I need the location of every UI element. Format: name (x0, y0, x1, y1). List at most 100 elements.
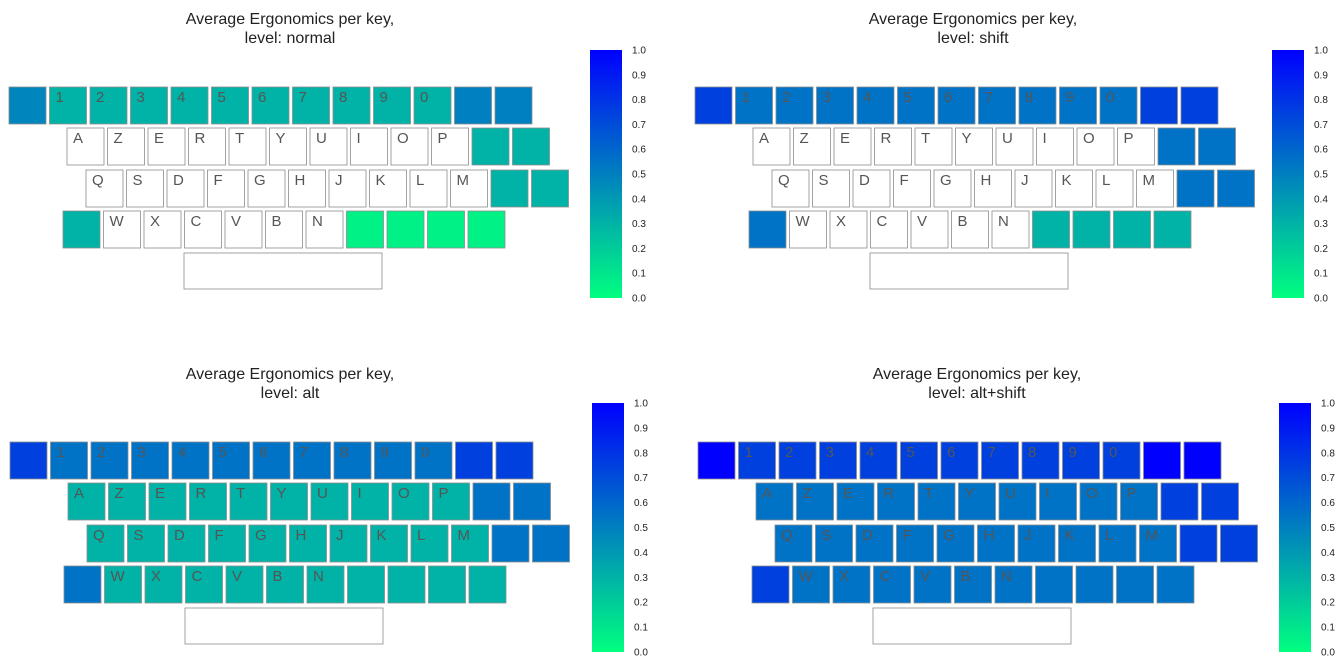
key-cell (126, 169, 164, 208)
key-label: J (1021, 172, 1029, 189)
key-cell (211, 86, 249, 125)
key-label: H (981, 172, 992, 189)
key-cell (995, 127, 1034, 166)
key-label: G (940, 172, 952, 189)
key-cell (130, 86, 168, 125)
key-cell (1220, 524, 1258, 563)
key-cell (1176, 169, 1215, 208)
key-cell (870, 210, 908, 249)
key-label: P (439, 485, 449, 502)
key-cell (1014, 169, 1053, 208)
key-cell (1113, 210, 1151, 249)
key-label: 6 (944, 89, 952, 106)
colorbar-tick-label: 0.1 (1321, 623, 1335, 634)
key-cell (974, 169, 1012, 208)
colorbar (592, 403, 624, 652)
key-label: Q (92, 172, 104, 189)
key-cell (472, 482, 511, 521)
key-label: Z (803, 485, 812, 502)
key-label: 2 (96, 89, 104, 106)
key-cell (468, 565, 507, 604)
colorbar-tick-label: 0.6 (1314, 145, 1328, 156)
key-label: 4 (866, 444, 874, 461)
key-cell (9, 441, 48, 480)
colorbar-tick-label: 0.5 (1321, 523, 1335, 534)
key-label: D (859, 172, 870, 189)
key-label: 5 (907, 444, 915, 461)
key-label: T (235, 130, 244, 147)
key-cell (252, 441, 291, 480)
key-label: 5 (219, 444, 227, 461)
panel-title-line1: Average Ergonomics per key, (186, 11, 394, 28)
key-label: L (417, 527, 425, 544)
key-cell (251, 86, 290, 125)
key-cell (432, 482, 470, 521)
key-label: S (819, 172, 829, 189)
key-cell (494, 86, 533, 125)
key-label: 7 (300, 444, 308, 461)
key-cell (8, 86, 47, 125)
key-cell (390, 127, 429, 166)
key-label: 9 (381, 444, 389, 461)
key-cell (228, 127, 267, 166)
key-label: 8 (1028, 444, 1036, 461)
key-label: Z (115, 485, 124, 502)
key-label: A (759, 130, 769, 147)
key-cell (428, 565, 466, 604)
key-cell (1021, 441, 1060, 480)
key-cell (1018, 86, 1057, 125)
colorbar-tick-label: 0.2 (634, 598, 648, 609)
key-cell (247, 169, 286, 208)
key-cell (266, 565, 304, 604)
colorbar-tick-label: 0.2 (632, 244, 646, 255)
heatmap-panel-1: Average Ergonomics per key, level: normal… (8, 11, 646, 305)
key-label: X (836, 213, 846, 230)
key-cell (1076, 127, 1115, 166)
key-cell (1099, 86, 1138, 125)
key-label: F (214, 172, 223, 189)
key-label: M (1143, 172, 1156, 189)
key-label: Q (93, 527, 105, 544)
key-cell (513, 482, 551, 521)
key-cell (792, 565, 830, 604)
key-cell (108, 482, 146, 521)
key-label: 0 (1109, 444, 1117, 461)
key-label: R (884, 485, 895, 502)
key-label: G (254, 172, 266, 189)
key-label: 7 (985, 89, 993, 106)
key-label: L (1102, 172, 1110, 189)
colorbar-tick-label: 0.7 (1321, 473, 1335, 484)
colorbar-tick-label: 0.6 (634, 498, 648, 509)
key-cell (697, 441, 736, 480)
colorbar (590, 50, 622, 298)
panel-title-line1: Average Ergonomics per key, (186, 366, 394, 383)
key-label: S (133, 172, 143, 189)
colorbar-tick-label: 0.8 (1314, 95, 1328, 106)
key-cell (981, 441, 1019, 480)
key-cell (738, 441, 776, 480)
space-bar-key (184, 607, 384, 645)
key-cell (531, 169, 569, 208)
colorbar-tick-label: 1.0 (1321, 399, 1335, 410)
key-label: X (151, 568, 161, 585)
key-cell (1153, 210, 1192, 249)
key-cell (229, 482, 268, 521)
key-label: V (920, 568, 930, 585)
colorbar-tick-label: 0.8 (634, 448, 648, 459)
key-label: E (843, 485, 853, 502)
key-label: D (862, 527, 873, 544)
key-cell (410, 524, 449, 563)
key-cell (796, 482, 834, 521)
key-cell (914, 127, 953, 166)
key-cell (1201, 482, 1239, 521)
key-cell (332, 86, 371, 125)
key-label: J (336, 527, 344, 544)
colorbar-tick-label: 0.0 (632, 294, 646, 305)
key-cell (451, 524, 489, 563)
key-cell (751, 565, 790, 604)
key-label: S (134, 527, 144, 544)
key-label: K (1065, 527, 1075, 544)
key-cell (309, 127, 348, 166)
key-cell (1072, 210, 1111, 249)
key-label: L (416, 172, 424, 189)
